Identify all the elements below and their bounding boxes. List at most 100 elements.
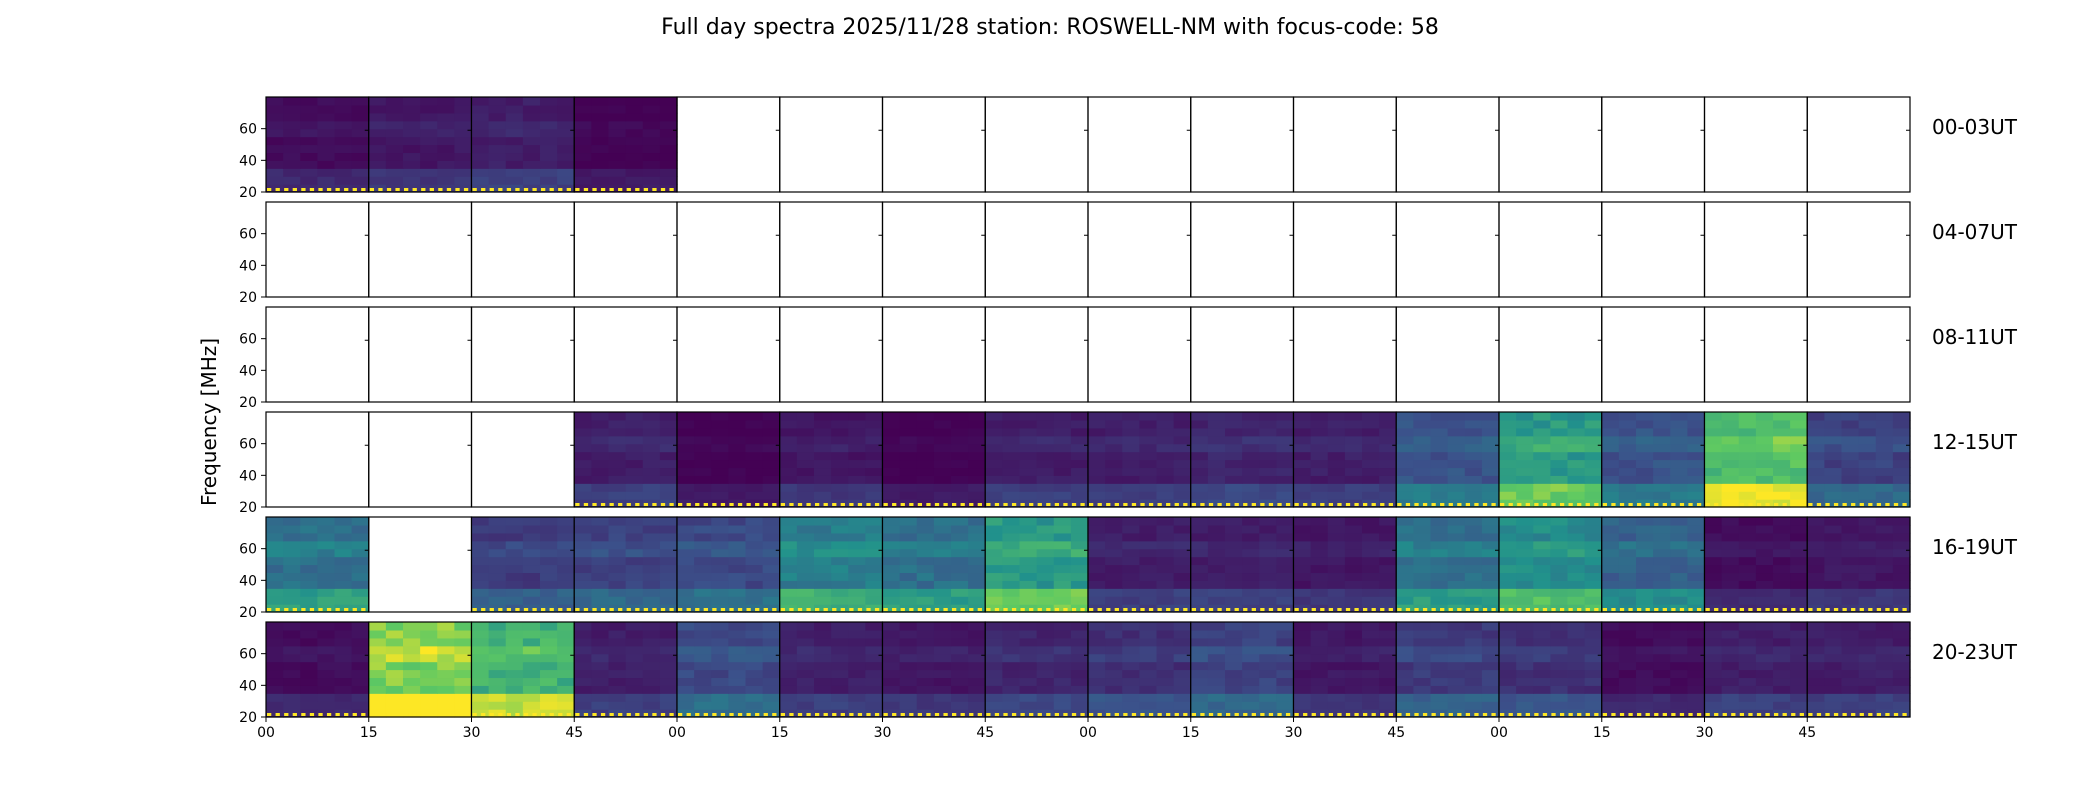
spectrum-cell (1584, 548, 1603, 558)
spectrum-cell (1584, 604, 1603, 613)
spectrum-cell (1276, 427, 1295, 437)
spectrum-cell (1002, 693, 1021, 702)
spectrum-cell (1053, 540, 1072, 550)
calibration-marker (857, 608, 863, 611)
calibration-marker (352, 608, 357, 611)
spectrum-cell (1481, 564, 1500, 574)
spectrum-cell (1053, 604, 1072, 613)
spectrum-cell (557, 685, 575, 694)
spectrum-cell (694, 701, 712, 710)
spectrum-cell (1105, 564, 1123, 574)
spectrum-panel (265, 201, 370, 298)
spectrum-cell (796, 693, 815, 702)
spectrum-cell (1036, 517, 1055, 526)
spectrum-cell (1738, 412, 1757, 421)
spectrum-cell (1413, 499, 1432, 508)
spectrum-cell (505, 604, 524, 613)
calibration-marker (977, 503, 982, 506)
spectrum-panel (881, 306, 986, 403)
spectrum-cell (420, 622, 438, 631)
spectrum-cell (1533, 709, 1551, 718)
spectrum-cell (454, 176, 473, 185)
spectrum-cell (1362, 637, 1380, 647)
spectrum-cell (1190, 491, 1209, 500)
spectrum-cell (831, 548, 849, 558)
spectrum-cell (1036, 588, 1055, 597)
spectrum-cell (1070, 669, 1089, 679)
spectrum-cell (1105, 661, 1123, 671)
spectrum-cell (608, 548, 627, 558)
spectrum-cell (1704, 677, 1723, 686)
spectrum-cell (1721, 467, 1740, 476)
spectrum-cell (1841, 532, 1860, 542)
spectrum-cell (1841, 653, 1860, 663)
spectrum-cell (968, 532, 986, 542)
spectrum-cell (1464, 669, 1483, 679)
spectrum-cell (557, 556, 575, 566)
spectrum-cell (1190, 483, 1209, 492)
spectrum-panel (368, 201, 473, 298)
spectrum-cell (848, 475, 866, 484)
spectrum-cell (1053, 532, 1072, 542)
spectrum-cell (488, 120, 507, 130)
spectrum-cell (968, 412, 986, 421)
spectrum-cell (1499, 491, 1517, 500)
calibration-marker (1645, 608, 1650, 611)
spectrum-cell (1738, 572, 1757, 581)
spectrum-cell (488, 152, 507, 161)
spectrum-cell (1807, 596, 1825, 605)
calibration-marker (1285, 713, 1291, 716)
spectrum-cell (1892, 540, 1911, 550)
spectrum-cell (625, 604, 644, 613)
calibration-marker (1842, 503, 1847, 506)
spectrum-cell (951, 443, 969, 453)
spectrum-cell (1225, 532, 1243, 542)
spectrum-cell (420, 128, 438, 138)
spectrum-cell (882, 556, 901, 566)
spectrum-cell (557, 97, 575, 106)
spectrum-cell (351, 677, 370, 686)
calibration-marker (669, 713, 674, 716)
spectrum-cell (1653, 427, 1671, 437)
spectrum-cell (1704, 548, 1723, 558)
calibration-marker (301, 608, 306, 611)
calibration-marker (609, 713, 614, 716)
spectrum-cell (1019, 548, 1038, 558)
spectrum-cell (1567, 412, 1586, 421)
spectrum-cell (933, 572, 952, 581)
calibration-marker (934, 608, 940, 611)
spectrum-cell (1002, 622, 1021, 631)
spectrum-cell (1447, 467, 1466, 476)
spectrum-cell (1601, 645, 1620, 655)
spectrum-cell (625, 637, 644, 647)
spectrum-cell (1567, 637, 1586, 647)
spectrum-cell (1892, 588, 1911, 597)
calibration-marker (900, 608, 905, 611)
spectrum-cell (659, 152, 678, 161)
spectrum-cell (385, 104, 404, 114)
spectrum-cell (266, 524, 284, 534)
spectrum-cell (831, 645, 849, 655)
spectrum-cell (882, 451, 901, 461)
calibration-marker (934, 713, 940, 716)
spectrum-cell (1396, 629, 1414, 639)
spectrum-cell (1259, 540, 1277, 550)
spectrum-cell (1755, 572, 1774, 581)
spectrum-cell (1550, 556, 1569, 566)
spectrum-cell (1413, 443, 1432, 453)
spectrum-cell (454, 184, 473, 193)
spectrum-cell (1344, 443, 1363, 453)
spectrum-cell (1396, 677, 1414, 686)
spectrum-cell (1738, 645, 1757, 655)
spectrum-cell (831, 604, 849, 613)
spectrum-cell (1790, 419, 1808, 429)
spectrum-panel (1292, 201, 1397, 298)
spectrum-cell (591, 427, 610, 437)
spectrum-cell (1499, 596, 1517, 605)
spectrum-cell (591, 475, 610, 484)
spectrum-cell (1755, 467, 1774, 476)
spectrum-cell (1567, 572, 1586, 581)
spectrum-cell (317, 97, 336, 106)
spectrum-cell (522, 176, 541, 185)
spectrum-cell (1618, 499, 1637, 508)
